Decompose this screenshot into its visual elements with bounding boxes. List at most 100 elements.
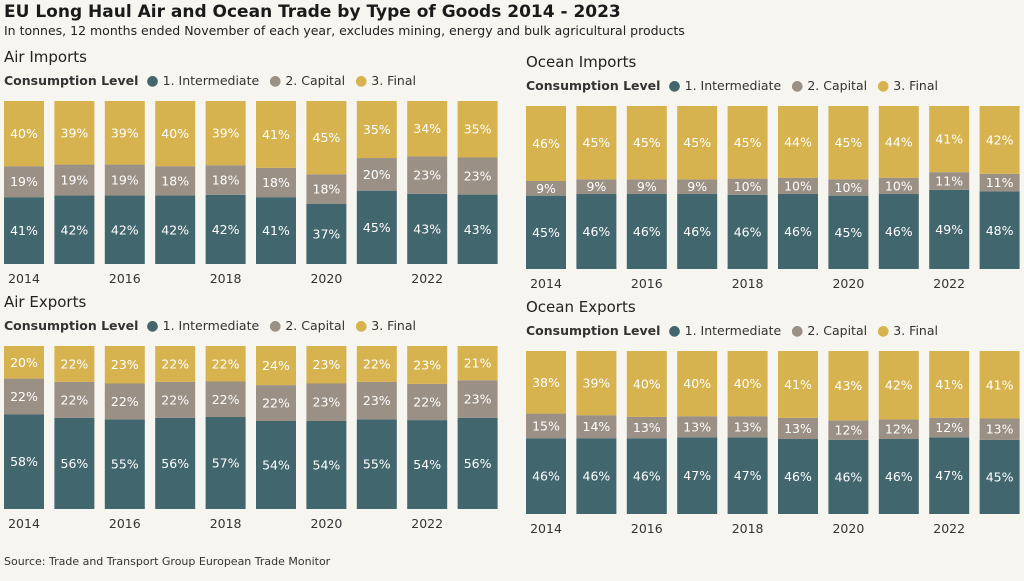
- bar-segment-final-2017: [155, 346, 196, 382]
- bar-segment-final-2014: [526, 106, 566, 181]
- data-label-capital-2014: 22%: [10, 389, 38, 404]
- x-tick-label-2020: 2020: [832, 276, 864, 291]
- bar-segment-intermediate-2020: [306, 203, 347, 264]
- data-label-capital-2020: 12%: [835, 423, 863, 438]
- data-label-final-2023: 42%: [986, 132, 1014, 147]
- bar-segment-final-2017: [155, 101, 196, 167]
- panel-title: Air Exports: [4, 293, 87, 311]
- bar-segment-capital-2016: [104, 383, 145, 420]
- legend-item-capital: ● 2. Capital: [269, 318, 346, 334]
- bar-segment-intermediate-2018: [205, 194, 246, 264]
- bar-segment-intermediate-2016: [104, 195, 145, 264]
- bar-segment-intermediate-2019: [778, 439, 818, 514]
- data-label-capital-2014: 15%: [532, 418, 560, 433]
- bar-segment-capital-2019: [256, 167, 296, 198]
- air-imports-chart: 41% 19% 40% 2014 42% 19% 39% 42% 19% 39% 2016 42% 18…: [4, 101, 498, 286]
- data-label-final-2023: 35%: [464, 122, 492, 137]
- bar-segment-intermediate-2014: [526, 438, 566, 514]
- x-tick-label-2022: 2022: [933, 276, 965, 291]
- bar-segment-intermediate-2017: [155, 417, 196, 509]
- bar-segment-capital-2020: [828, 420, 869, 440]
- data-label-intermediate-2022: 54%: [413, 457, 441, 472]
- bar-segment-capital-2017: [677, 179, 718, 195]
- bar-segment-final-2014: [526, 351, 566, 414]
- data-label-capital-2015: 14%: [583, 419, 611, 434]
- data-label-final-2014: 40%: [10, 126, 38, 141]
- bar-segment-capital-2021: [356, 381, 397, 420]
- panel-title: Air Imports: [4, 48, 87, 66]
- legend-item-intermediate: ● 1. Intermediate: [146, 73, 260, 89]
- data-label-final-2018: 40%: [734, 376, 762, 391]
- data-label-capital-2019: 22%: [262, 396, 290, 411]
- data-label-intermediate-2023: 48%: [986, 223, 1014, 238]
- data-label-capital-2021: 10%: [885, 178, 913, 193]
- bar-segment-intermediate-2019: [256, 420, 296, 509]
- data-label-capital-2022: 12%: [935, 420, 963, 435]
- source-note: Source: Trade and Transport Group Europe…: [4, 555, 331, 568]
- data-label-final-2020: 23%: [313, 357, 341, 372]
- data-label-intermediate-2019: 54%: [262, 457, 290, 472]
- bar-segment-capital-2022: [407, 383, 448, 421]
- data-label-capital-2014: 9%: [536, 181, 556, 196]
- data-label-intermediate-2021: 46%: [885, 469, 913, 484]
- data-label-intermediate-2016: 55%: [111, 457, 139, 472]
- data-label-capital-2023: 11%: [986, 175, 1014, 190]
- ocean-imports-chart: 45% 9% 46% 2014 46% 9% 45% 46% 9% 45% 2016 46% 9% 45%…: [526, 106, 1020, 291]
- bar-segment-capital-2023: [979, 173, 1020, 192]
- bar-segment-capital-2014: [526, 180, 566, 196]
- bar-segment-intermediate-2021: [356, 190, 397, 264]
- data-label-final-2015: 39%: [61, 125, 89, 140]
- bar-segment-intermediate-2014: [4, 414, 44, 509]
- data-label-intermediate-2023: 56%: [464, 456, 492, 471]
- x-tick-label-2018: 2018: [732, 521, 764, 536]
- bar-segment-intermediate-2023: [979, 439, 1020, 514]
- data-label-intermediate-2014: 45%: [532, 225, 560, 240]
- bar-segment-capital-2019: [778, 177, 818, 195]
- data-label-capital-2019: 10%: [784, 178, 812, 193]
- chart-title: EU Long Haul Air and Ocean Trade by Type…: [4, 2, 621, 22]
- data-label-final-2023: 21%: [464, 356, 492, 371]
- bar-segment-intermediate-2015: [576, 194, 617, 269]
- bar-segment-intermediate-2019: [778, 194, 818, 269]
- data-label-intermediate-2023: 45%: [986, 469, 1014, 484]
- bar-segment-intermediate-2022: [407, 420, 448, 509]
- x-tick-label-2018: 2018: [210, 516, 242, 531]
- data-label-intermediate-2020: 46%: [835, 469, 863, 484]
- bar-segment-intermediate-2014: [4, 197, 44, 264]
- data-label-intermediate-2015: 42%: [61, 222, 89, 237]
- bar-segment-final-2022: [407, 101, 448, 157]
- bar-segment-intermediate-2021: [878, 439, 919, 514]
- data-label-intermediate-2017: 56%: [161, 456, 189, 471]
- bar-segment-final-2015: [54, 101, 95, 165]
- x-tick-label-2020: 2020: [310, 271, 342, 286]
- bar-segment-capital-2019: [778, 417, 818, 440]
- bar-segment-intermediate-2016: [626, 194, 667, 269]
- panel-title: Ocean Imports: [526, 53, 637, 71]
- bar-segment-intermediate-2015: [54, 195, 95, 264]
- bar-segment-capital-2014: [4, 166, 44, 198]
- x-tick-label-2016: 2016: [631, 521, 663, 536]
- bar-segment-capital-2017: [155, 381, 196, 418]
- data-label-final-2021: 42%: [885, 378, 913, 393]
- data-label-intermediate-2016: 42%: [111, 222, 139, 237]
- ocean-exports-chart: 46% 15% 38% 2014 46% 14% 39% 46% 13% 40% 2016 47% 13…: [526, 351, 1020, 536]
- data-label-capital-2016: 9%: [637, 179, 657, 194]
- data-label-capital-2014: 19%: [10, 174, 38, 189]
- data-label-capital-2023: 23%: [464, 391, 492, 406]
- data-label-capital-2021: 23%: [363, 393, 391, 408]
- bar-segment-final-2014: [4, 346, 44, 379]
- bar-segment-intermediate-2022: [929, 437, 970, 514]
- data-label-intermediate-2015: 46%: [583, 224, 611, 239]
- data-label-intermediate-2018: 47%: [734, 468, 762, 483]
- data-label-final-2014: 46%: [532, 136, 560, 151]
- bar-segment-intermediate-2017: [155, 195, 196, 264]
- bar-segment-capital-2023: [457, 380, 498, 418]
- bar-segment-capital-2015: [576, 179, 617, 195]
- bar-segment-intermediate-2021: [356, 419, 397, 509]
- bar-segment-capital-2021: [356, 158, 397, 191]
- data-label-final-2021: 44%: [885, 134, 913, 149]
- bar-segment-intermediate-2020: [828, 195, 869, 269]
- data-label-final-2017: 40%: [161, 126, 189, 141]
- data-label-final-2016: 39%: [111, 125, 139, 140]
- bar-segment-capital-2021: [878, 419, 919, 440]
